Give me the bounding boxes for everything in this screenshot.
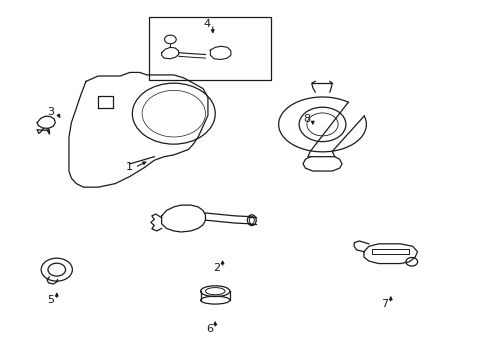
Text: 2: 2 xyxy=(213,263,220,273)
Text: 5: 5 xyxy=(47,295,54,305)
Text: 3: 3 xyxy=(47,107,54,117)
Bar xyxy=(149,17,271,80)
Text: 8: 8 xyxy=(303,114,310,124)
Text: 1: 1 xyxy=(125,162,132,172)
Text: 6: 6 xyxy=(205,324,212,334)
Text: 7: 7 xyxy=(381,299,387,309)
Text: 4: 4 xyxy=(203,19,210,29)
